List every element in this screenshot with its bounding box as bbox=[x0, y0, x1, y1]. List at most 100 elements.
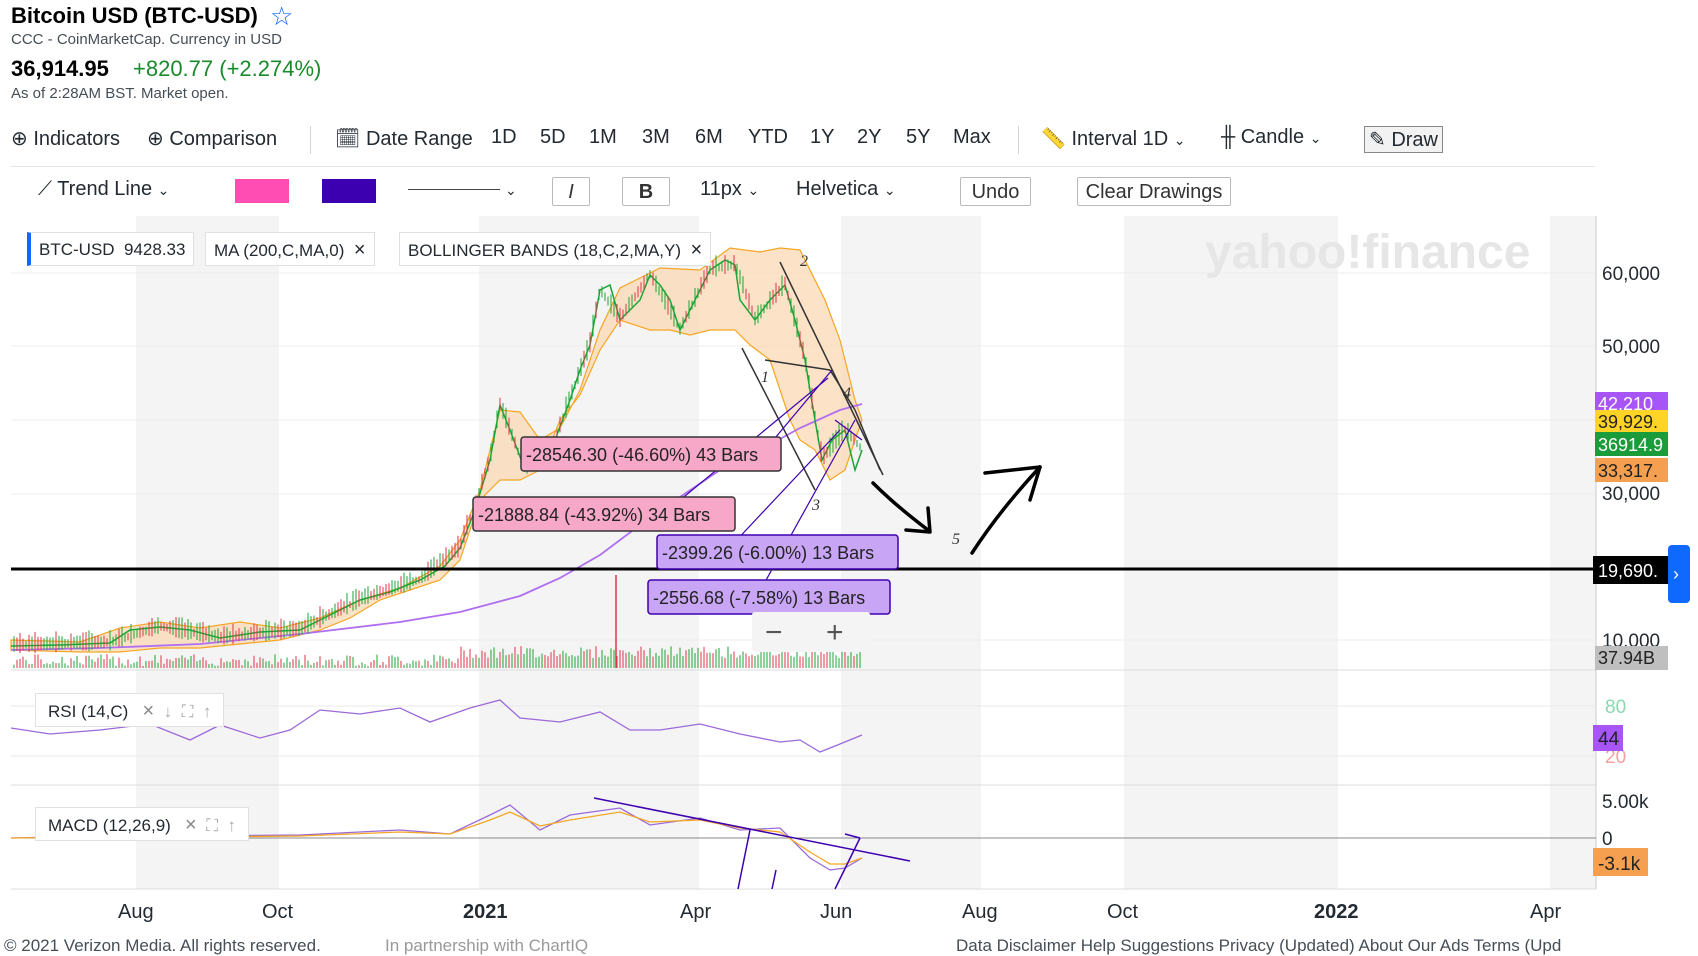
range-2y[interactable]: 2Y bbox=[857, 126, 882, 148]
range-1y[interactable]: 1Y bbox=[810, 126, 835, 148]
wave-label-2: 2 bbox=[800, 253, 808, 270]
range-6m[interactable]: 6M bbox=[695, 126, 723, 148]
x-tick: 2021 bbox=[463, 901, 508, 923]
volume-bars bbox=[13, 646, 861, 668]
svg-text:-28546.30 (-46.60%) 43 Bars: -28546.30 (-46.60%) 43 Bars bbox=[526, 445, 758, 465]
svg-text:5.00k: 5.00k bbox=[1602, 792, 1649, 813]
trend-line-icon: ⟋ bbox=[38, 178, 52, 200]
clear-drawings-button[interactable]: Clear Drawings bbox=[1077, 177, 1231, 206]
measure-box-4[interactable]: -2556.68 (-7.58%) 13 Bars bbox=[647, 579, 891, 615]
measure-box-2[interactable]: -21888.84 (-43.92%) 34 Bars bbox=[472, 496, 736, 532]
toolbar-divider bbox=[11, 166, 1595, 167]
svg-text:20: 20 bbox=[1605, 747, 1626, 768]
macd-label[interactable]: MACD (12,26,9) × ⛶ ↑ bbox=[35, 807, 249, 841]
color-swatch-line[interactable] bbox=[322, 179, 376, 203]
bold-button[interactable]: B bbox=[622, 177, 670, 206]
legend-symbol[interactable]: BTC-USD 9428.33 bbox=[27, 232, 195, 266]
chevron-down-icon: ⌄ bbox=[1309, 130, 1322, 146]
svg-text:36914.9: 36914.9 bbox=[1598, 435, 1663, 455]
y-tick: 50,000 bbox=[1602, 337, 1660, 358]
badge-volume bbox=[1595, 646, 1668, 670]
y-tick: 60,000 bbox=[1602, 264, 1660, 285]
indicators-button[interactable]: ⊕ Indicators bbox=[11, 128, 121, 150]
watermark: yahoo!finance bbox=[1205, 226, 1530, 279]
italic-button[interactable]: I bbox=[552, 177, 590, 206]
svg-text:-21888.84 (-43.92%) 34 Bars: -21888.84 (-43.92%) 34 Bars bbox=[478, 505, 710, 525]
rsi-line bbox=[10, 699, 863, 753]
interval-dropdown[interactable]: 📏 Interval 1D ⌄ bbox=[1041, 128, 1186, 150]
wave-label-4: 4 bbox=[843, 385, 851, 402]
x-axis: Aug Oct 2021 Apr Jun Aug Oct 2022 Apr bbox=[118, 901, 1561, 923]
partner-text: In partnership with ChartIQ bbox=[385, 936, 589, 955]
chevron-down-icon: ⌄ bbox=[157, 182, 170, 198]
scroll-right-button[interactable]: › bbox=[1668, 545, 1690, 603]
comparison-button[interactable]: ⊕ Comparison bbox=[147, 128, 278, 150]
line-style-sample[interactable] bbox=[408, 189, 500, 190]
expand-icon[interactable]: ⛶ bbox=[181, 702, 194, 721]
zoom-in-button[interactable]: + bbox=[826, 616, 844, 649]
rsi-value-badge bbox=[1593, 725, 1623, 751]
close-icon[interactable]: × bbox=[142, 700, 155, 722]
badge-green bbox=[1595, 432, 1668, 456]
range-max[interactable]: Max bbox=[953, 126, 991, 148]
plus-circle-icon: ⊕ bbox=[147, 128, 164, 150]
close-icon[interactable]: × bbox=[185, 814, 197, 836]
divider bbox=[1018, 126, 1019, 154]
svg-text:+: + bbox=[826, 616, 844, 649]
color-swatch-fill[interactable] bbox=[235, 179, 289, 203]
expand-icon[interactable]: ⛶ bbox=[206, 816, 219, 835]
arrow-down-icon[interactable]: ↓ bbox=[163, 702, 173, 721]
macd-axis: 5.00k 0 -3.1k bbox=[1593, 792, 1649, 876]
range-3m[interactable]: 3M bbox=[642, 126, 670, 148]
candles bbox=[13, 255, 861, 654]
range-ytd[interactable]: YTD bbox=[748, 126, 788, 148]
x-tick: 2022 bbox=[1314, 901, 1359, 923]
date-range-button[interactable]: 🗓 Date Range bbox=[335, 128, 473, 150]
undo-button[interactable]: Undo bbox=[960, 177, 1031, 206]
measure-box-1[interactable]: -28546.30 (-46.60%) 43 Bars bbox=[520, 436, 782, 472]
legend-bollinger[interactable]: BOLLINGER BANDS (18,C,2,MA,Y) × bbox=[399, 232, 712, 266]
y-tick: 30,000 bbox=[1602, 484, 1660, 505]
svg-text:-2556.68 (-7.58%) 13 Bars: -2556.68 (-7.58%) 13 Bars bbox=[653, 588, 865, 608]
chevron-down-icon: ⌄ bbox=[747, 182, 760, 198]
arrow-up-icon[interactable]: ↑ bbox=[227, 816, 237, 835]
close-icon[interactable]: × bbox=[690, 239, 703, 261]
chevron-down-icon[interactable]: ⌄ bbox=[505, 182, 517, 198]
close-icon[interactable]: × bbox=[353, 239, 366, 261]
current-price: 36,914.95 bbox=[11, 56, 109, 81]
svg-text:-2399.26 (-6.00%) 13 Bars: -2399.26 (-6.00%) 13 Bars bbox=[662, 543, 874, 563]
range-5d[interactable]: 5D bbox=[540, 126, 566, 148]
badge-yellow bbox=[1595, 410, 1668, 434]
svg-text:44: 44 bbox=[1598, 729, 1620, 750]
macd-line bbox=[10, 804, 863, 871]
rsi-label[interactable]: RSI (14,C) × ↓ ⛶ ↑ bbox=[35, 693, 225, 727]
range-5y[interactable]: 5Y bbox=[906, 126, 931, 148]
wave-label-5: 5 bbox=[952, 531, 960, 548]
svg-text:80: 80 bbox=[1605, 697, 1626, 718]
calendar-icon: 🗓 bbox=[335, 128, 361, 150]
x-tick: Apr bbox=[1530, 901, 1561, 923]
footer-links[interactable]: Data Disclaimer Help Suggestions Privacy… bbox=[956, 936, 1562, 955]
chevron-down-icon: ⌄ bbox=[1173, 132, 1186, 148]
arrow-up-icon[interactable]: ↑ bbox=[202, 702, 212, 721]
star-icon[interactable]: ☆ bbox=[270, 1, 294, 31]
svg-text:0: 0 bbox=[1602, 829, 1613, 850]
rsi-axis: 80 20 44 bbox=[1593, 697, 1626, 768]
x-tick: Oct bbox=[1107, 901, 1139, 923]
rsi-panel bbox=[10, 699, 1596, 757]
chart-type-dropdown[interactable]: ╫ Candle ⌄ bbox=[1221, 126, 1322, 148]
chevron-down-icon: ⌄ bbox=[883, 182, 896, 198]
font-family-dropdown[interactable]: Helvetica ⌄ bbox=[796, 178, 896, 200]
font-size-dropdown[interactable]: 11px ⌄ bbox=[700, 178, 760, 200]
range-1m[interactable]: 1M bbox=[589, 126, 617, 148]
wave-label-1: 1 bbox=[761, 369, 769, 386]
legend-ma[interactable]: MA (200,C,MA,0) × bbox=[205, 232, 375, 266]
zoom-out-button[interactable]: − bbox=[765, 616, 783, 649]
draw-button[interactable]: ✎ Draw bbox=[1364, 126, 1443, 153]
badge-black bbox=[1593, 556, 1668, 584]
x-tick: Aug bbox=[962, 901, 998, 923]
measure-box-3[interactable]: -2399.26 (-6.00%) 13 Bars bbox=[656, 534, 899, 570]
range-1d[interactable]: 1D bbox=[491, 126, 517, 148]
trend-line-dropdown[interactable]: ⟋ Trend Line ⌄ bbox=[38, 178, 170, 200]
